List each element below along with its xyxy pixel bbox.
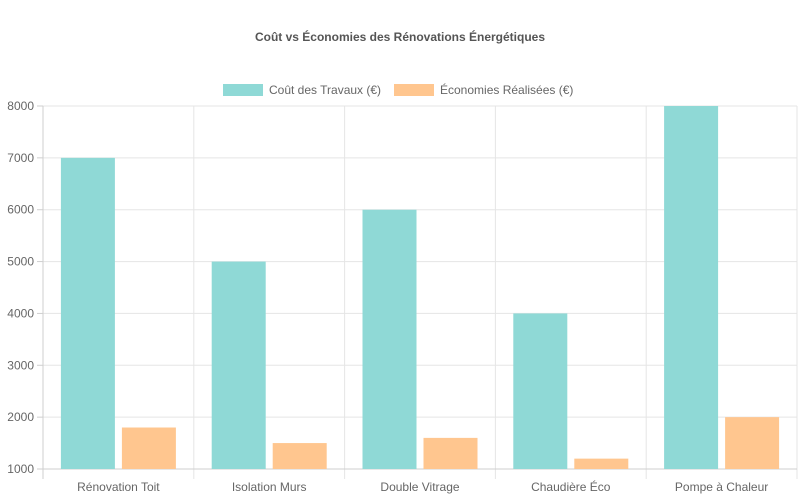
- x-tick-label: Pompe à Chaleur: [675, 480, 768, 494]
- bar-cost[interactable]: [362, 209, 417, 469]
- y-tick-label: 4000: [7, 306, 34, 320]
- legend-label-cost: Coût des Travaux (€): [269, 83, 381, 97]
- y-tick-label: 8000: [7, 99, 34, 113]
- x-tick-label: Double Vitrage: [380, 480, 459, 494]
- legend-swatch-cost: [223, 84, 263, 96]
- y-tick-label: 3000: [7, 358, 34, 372]
- legend: Coût des Travaux (€) Économies Réalisées…: [223, 82, 573, 97]
- x-tick-label: Chaudière Éco: [531, 479, 611, 494]
- y-tick-label: 2000: [7, 410, 34, 424]
- x-tick-label: Rénovation Toit: [77, 480, 160, 494]
- legend-swatch-savings: [394, 84, 434, 96]
- x-tick-label: Isolation Murs: [232, 480, 307, 494]
- legend-label-savings: Économies Réalisées (€): [440, 82, 573, 97]
- bar-savings[interactable]: [574, 458, 629, 469]
- bar-savings[interactable]: [272, 443, 327, 469]
- y-tick-label: 1000: [7, 462, 34, 476]
- bars: [60, 106, 780, 469]
- legend-item-cost[interactable]: Coût des Travaux (€): [223, 83, 381, 97]
- y-axis-ticks: 1000 2000 3000 4000 5000 6000 7000 8000: [7, 99, 34, 476]
- bar-cost[interactable]: [664, 106, 719, 469]
- chart-title: Coût vs Économies des Rénovations Énergé…: [255, 29, 545, 44]
- bar-savings[interactable]: [121, 427, 176, 469]
- legend-item-savings[interactable]: Économies Réalisées (€): [394, 82, 573, 97]
- y-tick-label: 6000: [7, 203, 34, 217]
- y-tick-label: 5000: [7, 255, 34, 269]
- bar-savings[interactable]: [423, 437, 478, 469]
- y-tick-label: 7000: [7, 151, 34, 165]
- bar-cost[interactable]: [60, 157, 115, 469]
- x-axis-ticks: Rénovation Toit Isolation Murs Double Vitr…: [77, 479, 768, 494]
- bar-cost[interactable]: [211, 261, 266, 469]
- bar-savings[interactable]: [725, 417, 780, 469]
- bar-cost[interactable]: [513, 313, 568, 469]
